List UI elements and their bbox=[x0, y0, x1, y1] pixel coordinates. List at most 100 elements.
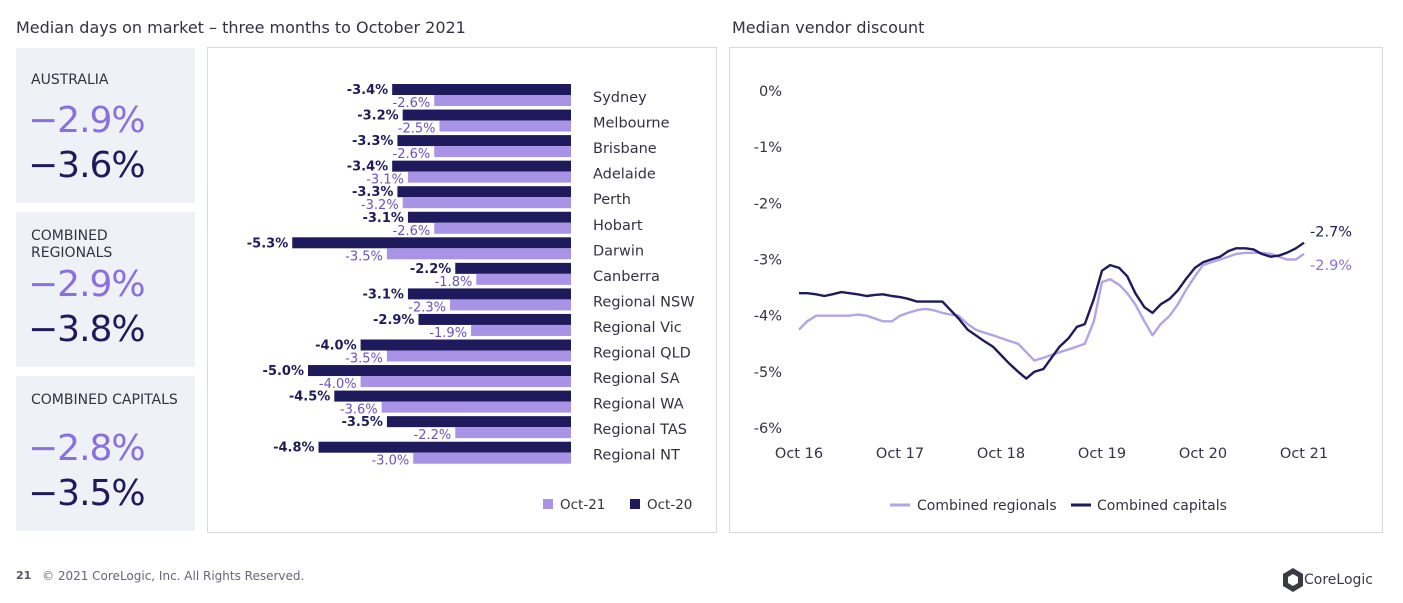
data-label-oct21: -1.8% bbox=[435, 275, 473, 290]
data-label-oct20: -3.1% bbox=[362, 287, 403, 302]
bar-oct20 bbox=[397, 135, 571, 147]
category-label: Perth bbox=[593, 192, 631, 208]
bar-oct21 bbox=[386, 350, 571, 362]
bar-oct21 bbox=[386, 248, 571, 260]
bar-chart-panel: -3.4% -2.6% Sydney -3.2% -2.5% Melbourne -3.3%… bbox=[207, 47, 717, 533]
data-label-oct21: -3.5% bbox=[345, 249, 383, 264]
data-label-oct20: -3.4% bbox=[347, 83, 388, 98]
data-label-oct20: -4.8% bbox=[273, 441, 314, 456]
page-number: 21 bbox=[16, 569, 32, 582]
bar-oct20 bbox=[308, 365, 571, 377]
bar-oct21 bbox=[439, 120, 571, 132]
x-tick-label: Oct 16 bbox=[775, 446, 823, 462]
bar-oct20 bbox=[334, 390, 571, 402]
bar-oct21 bbox=[450, 299, 571, 311]
category-label: Regional SA bbox=[593, 371, 680, 387]
stat-card-combined-regionals: COMBINED REGIONALS −2.9% −3.8% bbox=[16, 212, 195, 367]
bar-oct21 bbox=[455, 427, 571, 439]
bar-chart: -3.4% -2.6% Sydney -3.2% -2.5% Melbourne -3.3%… bbox=[247, 83, 695, 513]
bar-oct20 bbox=[418, 313, 571, 325]
y-tick-label: -3% bbox=[754, 253, 782, 269]
corelogic-logo: CoreLogic bbox=[1282, 566, 1392, 598]
category-label: Sydney bbox=[593, 90, 647, 106]
bar-oct20 bbox=[402, 109, 571, 121]
y-tick-label: -2% bbox=[754, 196, 782, 212]
bar-oct21 bbox=[381, 401, 571, 413]
stat-card-australia: AUSTRALIA −2.9% −3.6% bbox=[16, 48, 195, 203]
data-label-oct20: -2.2% bbox=[410, 262, 451, 277]
bar-oct21 bbox=[476, 273, 571, 285]
stat-card-combined-capitals: COMBINED CAPITALS −2.8% −3.5% bbox=[16, 376, 195, 531]
bar-oct21 bbox=[413, 452, 571, 464]
data-label-oct20: -3.5% bbox=[341, 415, 382, 430]
data-label-oct21: -2.6% bbox=[393, 147, 431, 162]
bar-oct20 bbox=[407, 211, 571, 223]
corelogic-logo-icon bbox=[1283, 568, 1303, 592]
bar-oct21 bbox=[360, 376, 571, 388]
y-tick-label: -5% bbox=[754, 365, 782, 381]
bar-oct20 bbox=[386, 416, 571, 428]
bar-oct20 bbox=[397, 186, 571, 198]
bar-oct20 bbox=[392, 160, 571, 172]
category-label: Hobart bbox=[593, 218, 643, 234]
category-label: Regional QLD bbox=[593, 346, 691, 362]
series-line-combined-regionals bbox=[798, 251, 1305, 362]
data-label-oct21: -2.6% bbox=[393, 96, 431, 111]
bar-oct20 bbox=[292, 237, 571, 249]
x-tick-label: Oct 17 bbox=[876, 446, 924, 462]
data-label-oct21: -3.1% bbox=[366, 173, 404, 188]
category-label: Melbourne bbox=[593, 116, 670, 132]
stat-value-oct21: −2.9% bbox=[28, 264, 146, 305]
category-label: Canberra bbox=[593, 269, 660, 285]
copyright-text: © 2021 CoreLogic, Inc. All Rights Reserv… bbox=[42, 569, 305, 583]
data-label-oct20: -5.3% bbox=[247, 236, 288, 251]
end-label-regionals: -2.9% bbox=[1310, 258, 1352, 274]
series-line-combined-capitals bbox=[799, 241, 1305, 380]
category-label: Adelaide bbox=[593, 167, 656, 183]
data-label-oct20: -3.3% bbox=[352, 185, 393, 200]
data-label-oct21: -3.0% bbox=[371, 454, 409, 469]
left-chart-title: Median days on market – three months to … bbox=[16, 18, 466, 37]
stat-value-oct21: −2.9% bbox=[28, 100, 146, 141]
x-tick-label: Oct 18 bbox=[977, 446, 1025, 462]
y-tick-label: -6% bbox=[754, 421, 782, 437]
data-label-oct20: -4.5% bbox=[289, 390, 330, 405]
x-tick-label: Oct 19 bbox=[1078, 446, 1126, 462]
bar-oct20 bbox=[392, 84, 571, 95]
stat-card-label: COMBINED REGIONALS bbox=[31, 228, 113, 261]
data-label-oct21: -2.3% bbox=[408, 300, 446, 315]
bar-oct20 bbox=[360, 339, 571, 351]
logo-text: CoreLogic bbox=[1304, 572, 1373, 588]
bar-oct20 bbox=[407, 288, 571, 300]
category-label: Regional NSW bbox=[593, 294, 695, 310]
x-tick-label: Oct 21 bbox=[1280, 446, 1328, 462]
legend-label-oct20: Oct-20 bbox=[647, 497, 692, 513]
bar-oct21 bbox=[434, 95, 571, 106]
bar-oct20 bbox=[318, 441, 571, 453]
bar-oct21 bbox=[402, 197, 571, 209]
data-label-oct20: -4.0% bbox=[315, 339, 356, 354]
x-tick-label: Oct 20 bbox=[1179, 446, 1227, 462]
stat-value-oct20: −3.8% bbox=[28, 309, 146, 350]
data-label-oct20: -3.3% bbox=[352, 134, 393, 149]
category-label: Regional WA bbox=[593, 397, 684, 413]
category-label: Regional TAS bbox=[593, 422, 687, 438]
data-label-oct21: -2.6% bbox=[393, 224, 431, 239]
bar-oct21 bbox=[434, 222, 571, 234]
stat-card-label: AUSTRALIA bbox=[31, 72, 109, 88]
y-tick-label: -1% bbox=[754, 140, 782, 156]
data-label-oct21: -1.9% bbox=[429, 326, 467, 341]
data-label-oct21: -3.2% bbox=[361, 198, 399, 213]
bar-oct20 bbox=[455, 262, 571, 274]
bar-oct21 bbox=[407, 171, 571, 183]
data-label-oct21: -2.5% bbox=[398, 122, 436, 137]
category-label: Regional NT bbox=[593, 448, 680, 464]
bar-oct21 bbox=[434, 146, 571, 158]
data-label-oct20: -2.9% bbox=[373, 313, 414, 328]
y-tick-label: -4% bbox=[754, 309, 782, 325]
data-label-oct21: -3.6% bbox=[340, 403, 378, 418]
legend-swatch-oct20 bbox=[630, 499, 640, 509]
category-label: Brisbane bbox=[593, 141, 657, 157]
bar-oct21 bbox=[471, 324, 571, 336]
stat-card-label: COMBINED CAPITALS bbox=[31, 392, 178, 408]
